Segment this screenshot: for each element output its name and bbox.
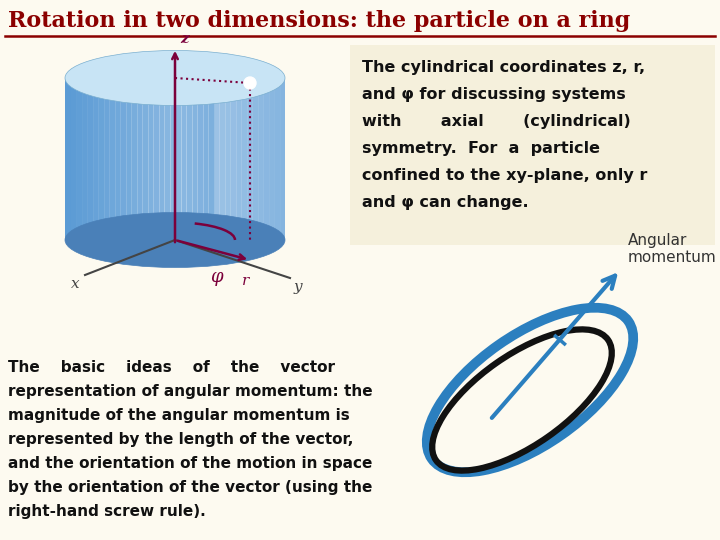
Text: with       axial       (cylindrical): with axial (cylindrical) — [362, 114, 631, 129]
Polygon shape — [131, 78, 138, 240]
Text: symmetry.  For  a  particle: symmetry. For a particle — [362, 141, 600, 156]
Polygon shape — [225, 78, 231, 240]
Polygon shape — [214, 78, 220, 240]
Polygon shape — [258, 78, 264, 240]
Polygon shape — [241, 78, 248, 240]
Text: confined to the xy-plane, only r: confined to the xy-plane, only r — [362, 168, 647, 183]
Polygon shape — [235, 78, 242, 240]
Polygon shape — [202, 78, 209, 240]
Polygon shape — [215, 78, 285, 240]
Polygon shape — [65, 78, 285, 240]
Polygon shape — [104, 78, 110, 240]
Polygon shape — [148, 78, 154, 240]
Polygon shape — [92, 78, 99, 240]
Polygon shape — [109, 78, 115, 240]
Text: y: y — [294, 280, 302, 294]
Polygon shape — [208, 78, 215, 240]
Polygon shape — [125, 78, 132, 240]
Text: z: z — [180, 32, 189, 46]
Polygon shape — [169, 78, 176, 240]
Circle shape — [244, 77, 256, 89]
Text: representation of angular momentum: the: representation of angular momentum: the — [8, 384, 373, 399]
Polygon shape — [164, 78, 171, 240]
Polygon shape — [98, 78, 104, 240]
Text: right-hand screw rule).: right-hand screw rule). — [8, 504, 206, 519]
Polygon shape — [175, 78, 181, 240]
Text: φ: φ — [210, 268, 222, 286]
Polygon shape — [153, 78, 160, 240]
Polygon shape — [142, 78, 148, 240]
Text: and φ can change.: and φ can change. — [362, 195, 528, 210]
Polygon shape — [219, 78, 225, 240]
FancyBboxPatch shape — [350, 45, 715, 245]
Text: represented by the length of the vector,: represented by the length of the vector, — [8, 432, 354, 447]
Text: Rotation in two dimensions: the particle on a ring: Rotation in two dimensions: the particle… — [8, 10, 630, 32]
Polygon shape — [252, 78, 258, 240]
Polygon shape — [181, 78, 187, 240]
Polygon shape — [246, 78, 253, 240]
Polygon shape — [114, 78, 121, 240]
Polygon shape — [263, 78, 269, 240]
Text: and φ for discussing systems: and φ for discussing systems — [362, 87, 626, 102]
Text: r: r — [242, 274, 249, 288]
Text: by the orientation of the vector (using the: by the orientation of the vector (using … — [8, 480, 372, 495]
Text: The    basic    ideas    of    the    vector: The basic ideas of the vector — [8, 360, 335, 375]
Polygon shape — [192, 78, 198, 240]
Text: x: x — [71, 277, 80, 291]
Polygon shape — [230, 78, 236, 240]
Polygon shape — [87, 78, 94, 240]
Polygon shape — [137, 78, 143, 240]
Ellipse shape — [65, 51, 285, 105]
Polygon shape — [197, 78, 204, 240]
Polygon shape — [158, 78, 165, 240]
Ellipse shape — [65, 213, 285, 267]
Text: Angular
momentum: Angular momentum — [628, 233, 716, 265]
Text: and the orientation of the motion in space: and the orientation of the motion in spa… — [8, 456, 372, 471]
Text: The cylindrical coordinates z, r,: The cylindrical coordinates z, r, — [362, 60, 645, 75]
Text: magnitude of the angular momentum is: magnitude of the angular momentum is — [8, 408, 350, 423]
Polygon shape — [120, 78, 127, 240]
Polygon shape — [186, 78, 192, 240]
